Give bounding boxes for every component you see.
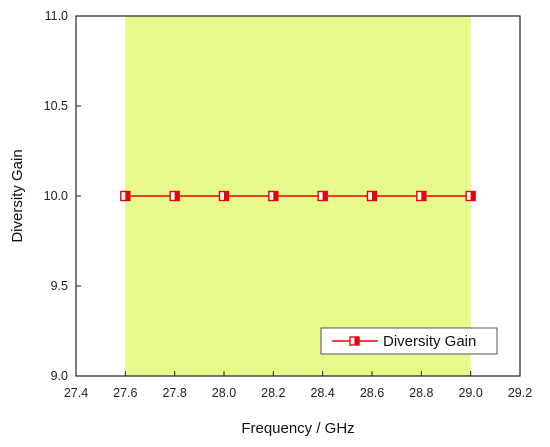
data-point	[268, 190, 279, 202]
x-tick-label: 28.4	[310, 386, 334, 400]
x-tick-label: 27.8	[162, 386, 186, 400]
y-tick-label: 9.5	[51, 279, 68, 293]
x-tick-label: 28.2	[261, 386, 285, 400]
x-tick-label: 29.0	[458, 386, 482, 400]
x-tick-label: 29.2	[508, 386, 532, 400]
x-tick-label: 28.6	[360, 386, 384, 400]
data-point-fill	[224, 191, 229, 201]
x-axis: 27.4 27.6 27.8 28.0 28.2 28.4 28.6 28.8 29.0 29.2	[64, 371, 532, 400]
data-point	[317, 190, 328, 202]
legend: Diversity Gain	[320, 327, 498, 355]
series-layer	[120, 190, 476, 202]
data-point	[416, 190, 427, 202]
data-point-fill	[174, 191, 180, 201]
data-point-fill	[273, 191, 278, 201]
x-tick-label: 27.4	[64, 386, 88, 400]
y-axis: 9.0 9.5 10.0 10.5 11.0	[44, 9, 81, 383]
y-tick-label: 10.0	[44, 189, 68, 203]
data-point	[120, 190, 131, 202]
data-point-fill	[470, 191, 476, 201]
data-point-fill	[125, 191, 130, 201]
x-axis-title: Frequency / GHz	[241, 420, 354, 437]
data-point	[366, 190, 378, 202]
data-point-fill	[421, 191, 426, 201]
y-tick-label: 9.0	[51, 369, 68, 383]
data-point-fill	[372, 191, 377, 201]
y-axis-title: Diversity Gain	[9, 149, 26, 242]
data-point-fill	[322, 191, 328, 201]
data-point	[465, 190, 476, 202]
x-tick-label: 28.8	[409, 386, 433, 400]
y-tick-label: 11.0	[45, 9, 68, 23]
legend-marker-fill	[354, 337, 359, 345]
x-tick-label: 28.0	[212, 386, 236, 400]
data-point	[218, 190, 230, 202]
legend-label: Diversity Gain	[383, 333, 476, 350]
data-point	[169, 190, 180, 202]
y-tick-label: 10.5	[44, 99, 68, 113]
x-tick-label: 27.6	[113, 386, 137, 400]
